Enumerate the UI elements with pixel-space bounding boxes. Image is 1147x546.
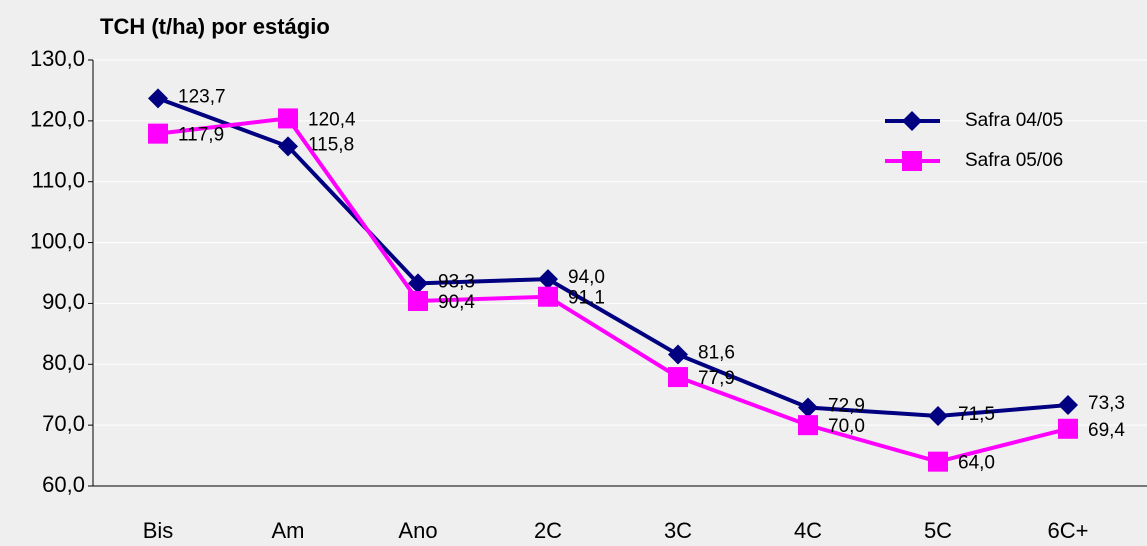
line <box>157 96 1069 419</box>
data-label: 70,0 <box>828 416 865 437</box>
x-tick-label: Am <box>272 518 305 543</box>
y-tick-label: 120,0 <box>30 107 85 132</box>
data-label: 120,4 <box>308 109 356 130</box>
data-label: 91,1 <box>568 288 605 309</box>
marker <box>538 269 558 290</box>
marker <box>148 123 168 144</box>
y-tick-label: 80,0 <box>42 350 85 375</box>
y-tick-label: 100,0 <box>30 228 85 253</box>
x-tick-label: Ano <box>398 518 437 543</box>
marker <box>1058 395 1078 416</box>
marker <box>902 111 922 131</box>
line <box>157 116 1069 464</box>
marker <box>902 151 922 171</box>
x-tick-label: 4C <box>794 518 822 543</box>
x-tick-label: 2C <box>534 518 562 543</box>
data-label: 93,3 <box>438 271 475 292</box>
marker <box>798 415 818 436</box>
data-label: 64,0 <box>958 453 995 474</box>
data-label: 77,9 <box>698 368 735 389</box>
y-tick-label: 110,0 <box>32 168 85 193</box>
data-label: 115,8 <box>308 134 354 155</box>
data-label: 69,4 <box>1088 420 1125 441</box>
data-label: 123,7 <box>178 86 226 107</box>
x-tick-label: 6C+ <box>1048 518 1089 543</box>
y-tick-label: 130,0 <box>30 46 85 71</box>
data-label: 90,4 <box>438 292 475 313</box>
marker <box>798 397 818 418</box>
y-tick-label: 60,0 <box>42 472 85 497</box>
y-tick-label: 70,0 <box>42 411 85 436</box>
marker <box>538 286 558 307</box>
marker <box>408 290 428 311</box>
marker <box>278 108 298 129</box>
marker <box>668 367 688 388</box>
marker <box>408 273 428 294</box>
data-label: 71,5 <box>958 404 995 425</box>
marker <box>1058 418 1078 439</box>
y-tick-label: 90,0 <box>42 289 85 314</box>
chart-title: TCH (t/ha) por estágio <box>100 14 330 39</box>
x-tick-label: 3C <box>664 518 692 543</box>
data-label: 94,0 <box>568 267 605 288</box>
data-label: 73,3 <box>1088 393 1125 414</box>
data-label: 72,9 <box>828 396 865 417</box>
legend-label: Safra 05/06 <box>965 150 1063 171</box>
legend-label: Safra 04/05 <box>965 110 1063 131</box>
data-label: 81,6 <box>698 343 735 364</box>
x-tick-label: 5C <box>924 518 952 543</box>
marker <box>928 406 948 427</box>
marker <box>148 88 168 109</box>
marker <box>928 451 948 472</box>
marker <box>278 136 298 157</box>
x-tick-label: Bis <box>143 518 174 543</box>
data-label: 117,9 <box>178 125 224 146</box>
marker <box>668 344 688 365</box>
